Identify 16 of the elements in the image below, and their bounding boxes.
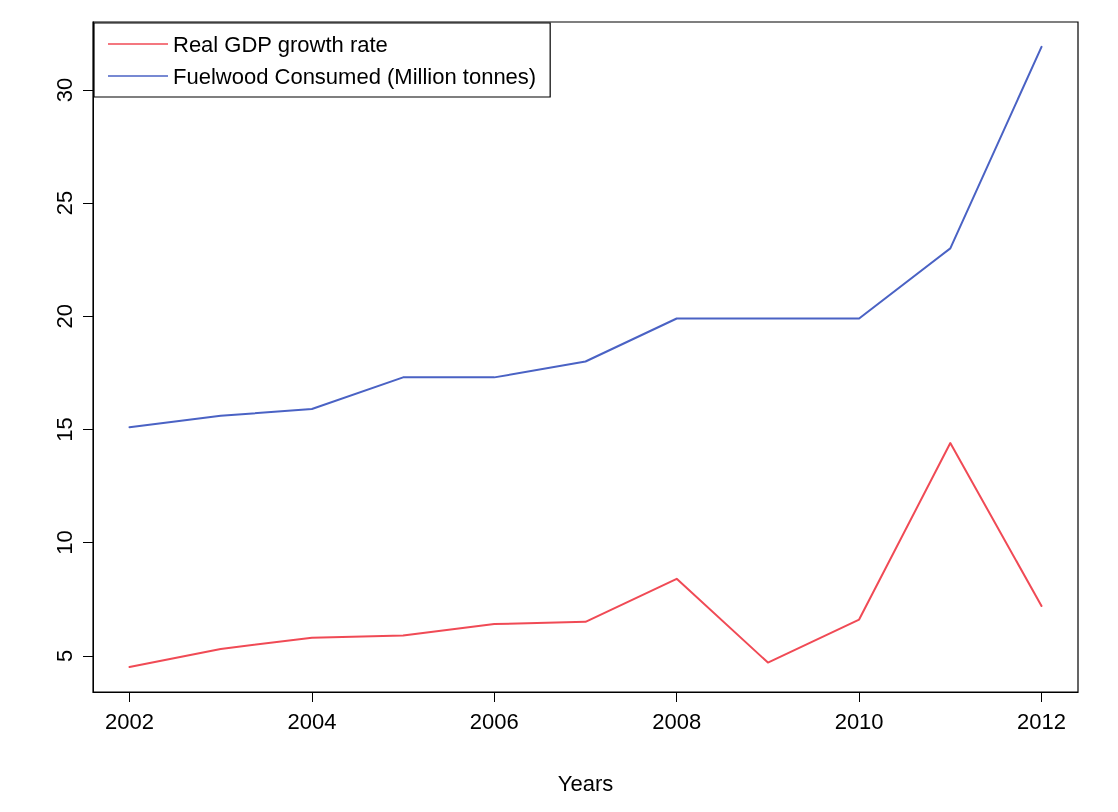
line-series — [128, 442, 1043, 669]
x-tick-label: 2002 — [105, 708, 154, 734]
y-tick-label: 25 — [51, 190, 77, 216]
x-tick-label: 2006 — [469, 708, 519, 734]
x-axis-title: Years — [557, 770, 614, 796]
y-tick-label: 30 — [51, 77, 77, 103]
x-tick-label: 2004 — [287, 708, 337, 734]
legend-label: Real GDP growth rate — [173, 31, 388, 57]
x-tick-label: 2012 — [1017, 708, 1066, 734]
x-tick-label: 2010 — [834, 708, 884, 734]
y-tick-label: 20 — [51, 304, 77, 329]
legend-label: Fuelwood Consumed (Million tonnes) — [173, 63, 537, 89]
y-tick-label: 10 — [51, 530, 77, 555]
y-tick-label: 15 — [51, 417, 77, 442]
x-tick-label: 2008 — [652, 708, 702, 734]
y-tick-label: 5 — [51, 649, 77, 662]
